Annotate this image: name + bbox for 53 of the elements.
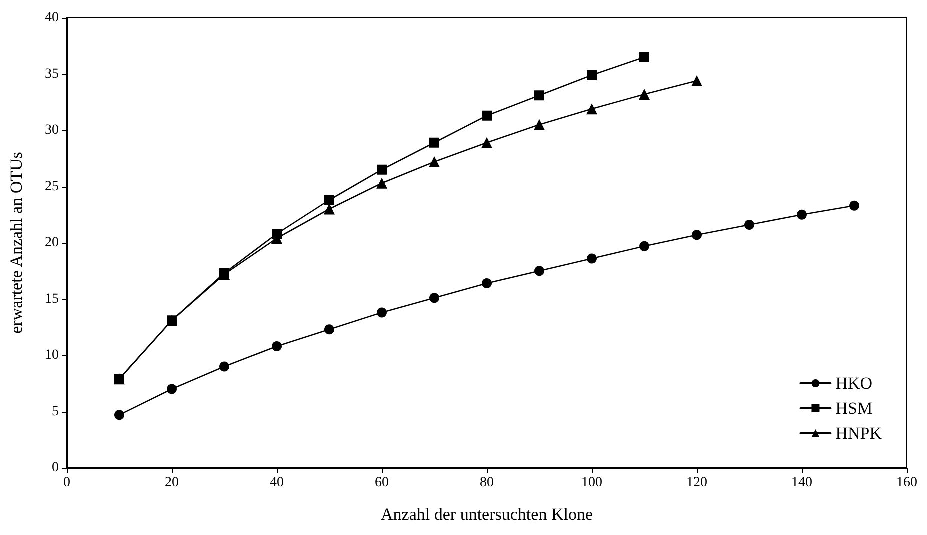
point <box>640 241 650 252</box>
point <box>744 220 754 230</box>
point <box>640 52 650 62</box>
y-axis-title: erwartete Anzahl an OTUs <box>7 152 26 334</box>
point <box>482 110 492 121</box>
point <box>534 119 545 130</box>
x-tick-label: 100 <box>582 476 602 490</box>
point <box>692 76 702 86</box>
point <box>850 200 860 211</box>
point <box>482 278 492 288</box>
point <box>587 70 597 80</box>
point <box>639 89 650 100</box>
y-tick-label: 5 <box>52 404 59 420</box>
x-tick-label: 140 <box>792 476 812 490</box>
point <box>324 195 334 206</box>
point <box>692 230 702 240</box>
y-tick-label: 40 <box>45 10 59 26</box>
point <box>586 104 598 115</box>
point <box>430 138 440 148</box>
y-tick-label: 10 <box>45 348 59 363</box>
point <box>324 324 334 335</box>
x-tick-label: 20 <box>165 476 179 490</box>
x-tick-label: 60 <box>375 476 389 490</box>
point <box>220 362 230 372</box>
x-tick-label: 160 <box>896 476 918 490</box>
point <box>324 204 335 215</box>
y-tick-label: 35 <box>45 66 59 82</box>
x-tick-label: 80 <box>480 476 494 490</box>
point <box>587 254 597 264</box>
x-tick-label: 40 <box>270 476 284 490</box>
y-tick-label: 15 <box>45 292 59 307</box>
point <box>534 266 544 276</box>
legend-label: HSM <box>836 399 873 418</box>
legend-label: HKO <box>836 374 873 393</box>
y-tick-label: 0 <box>52 460 59 476</box>
point <box>797 210 807 220</box>
point <box>430 293 440 304</box>
point <box>377 308 387 318</box>
y-tick-label: 20 <box>45 236 59 250</box>
point <box>534 90 544 101</box>
x-tick-label: 120 <box>686 476 708 490</box>
point <box>376 178 388 189</box>
point <box>167 384 177 394</box>
legend-label: HNPK <box>836 424 883 443</box>
point <box>429 156 440 168</box>
point <box>377 164 387 175</box>
point <box>272 342 282 352</box>
y-tick-label: 30 <box>45 123 59 138</box>
point <box>482 137 492 148</box>
x-tick-label: 0 <box>64 476 70 490</box>
x-axis-title: Anzahl der untersuchten Klone <box>381 505 593 524</box>
y-tick-label: 25 <box>45 179 59 194</box>
point <box>114 410 124 420</box>
